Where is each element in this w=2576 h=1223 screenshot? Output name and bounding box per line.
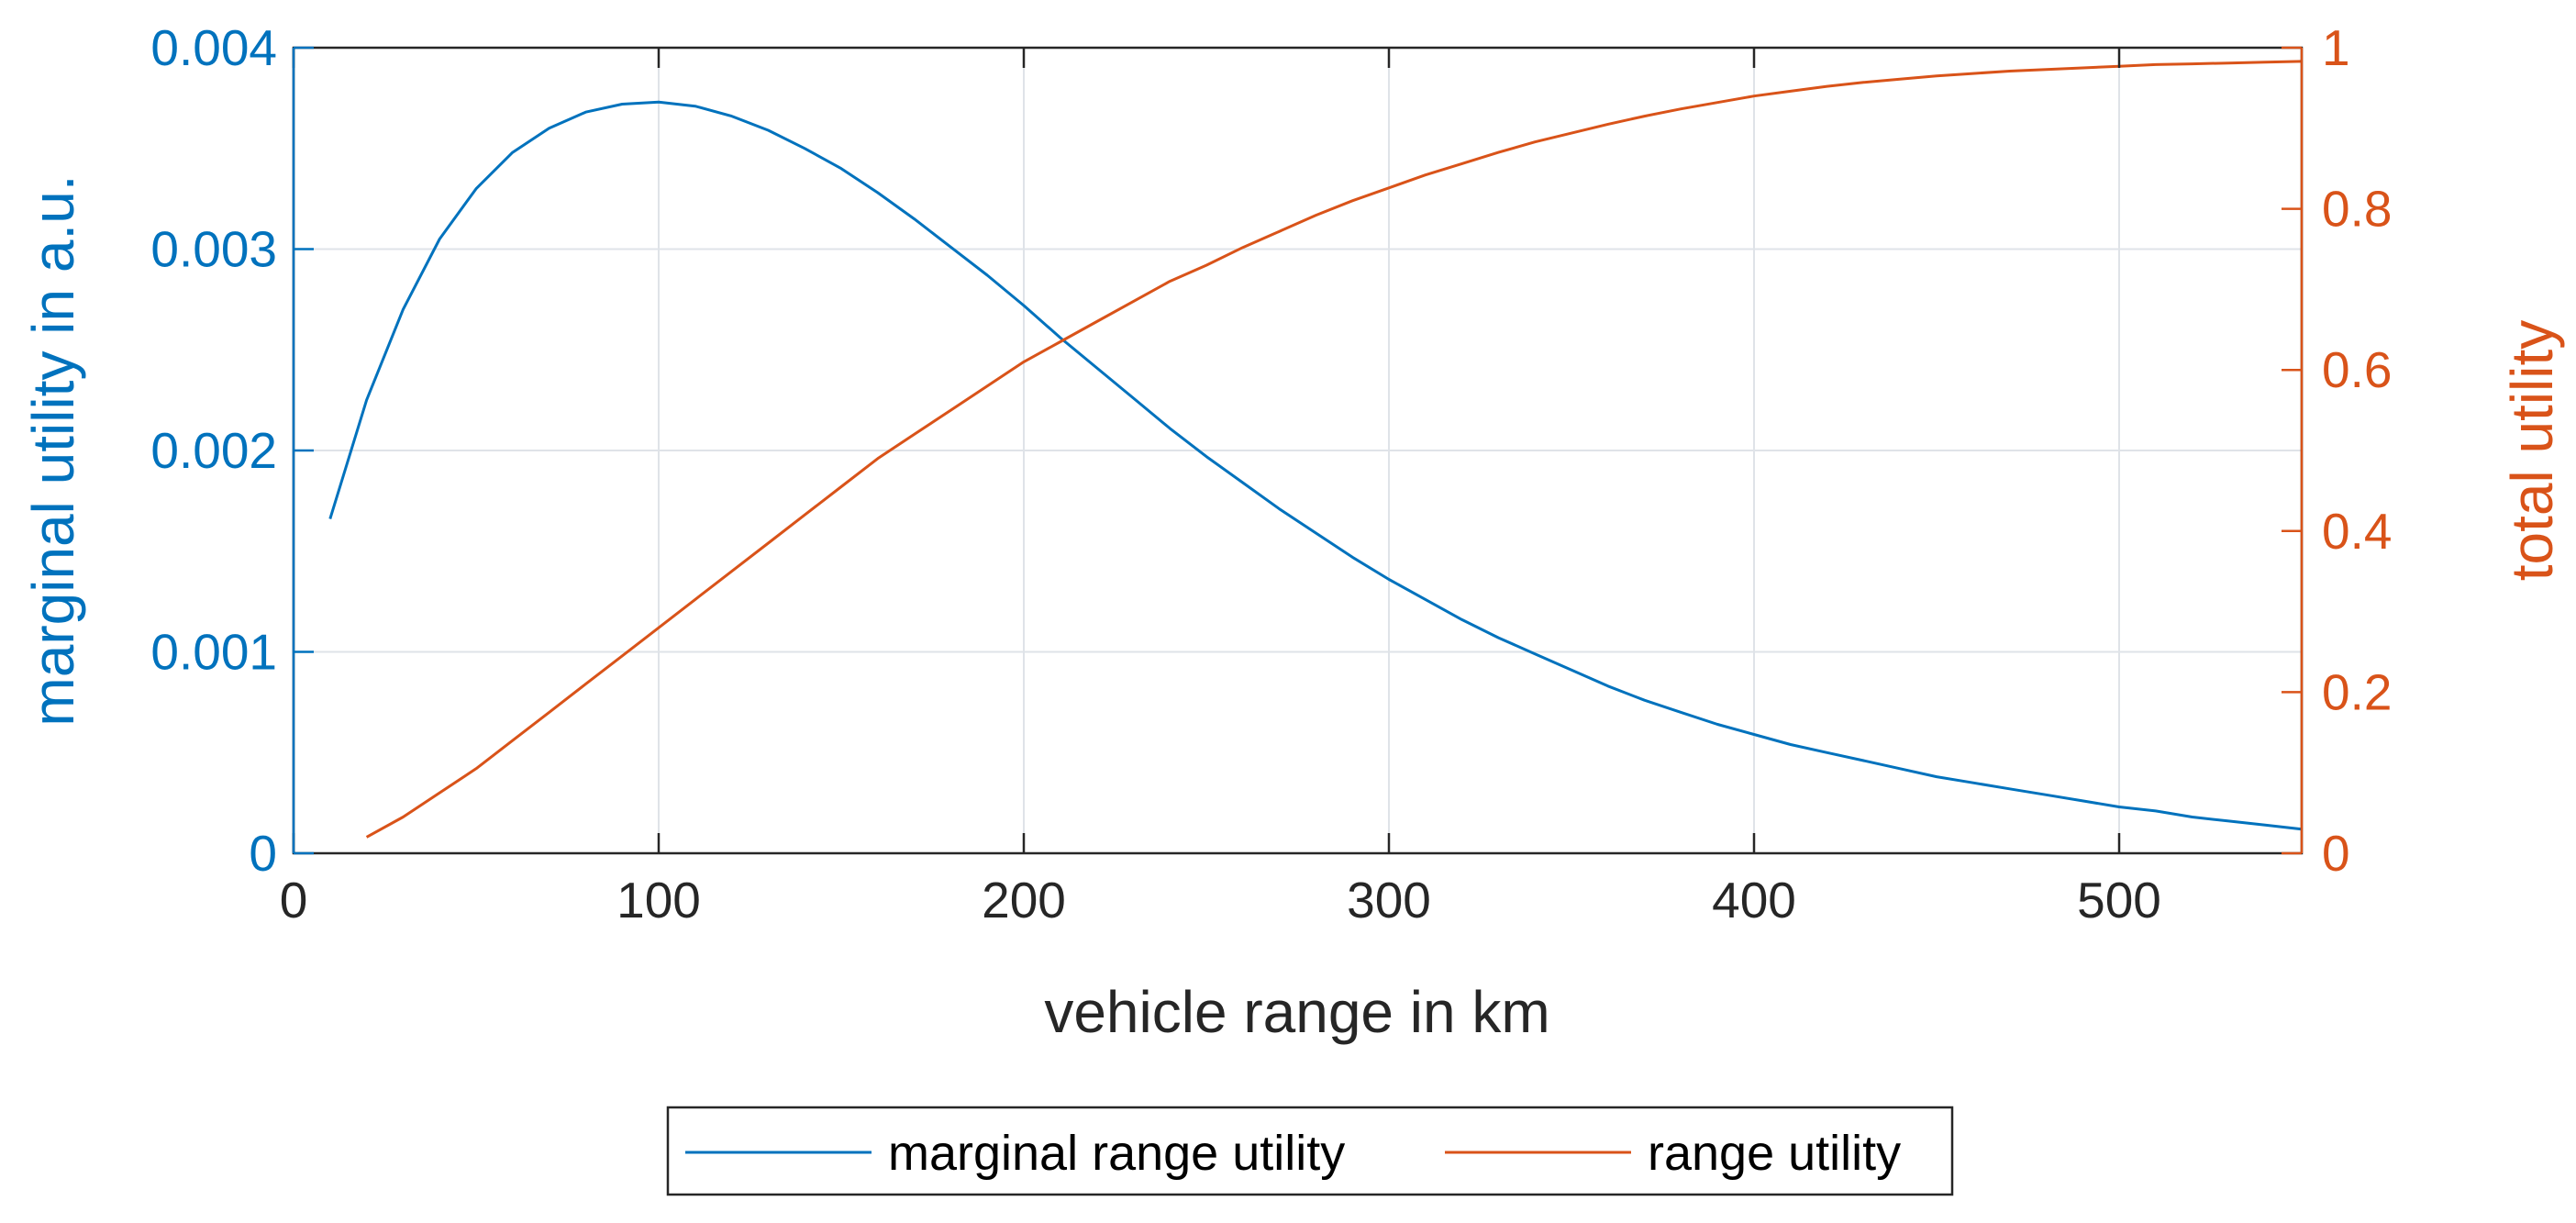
left-y-tick-label: 0 [249,825,277,882]
grid [294,48,2302,853]
left-y-tick-label: 0.001 [150,624,277,681]
x-tick-label: 0 [280,872,308,928]
left-y-tick-label: 0.002 [150,422,277,479]
legend-label-marginal-range-utility: marginal range utility [888,1126,1345,1181]
x-tick-label: 200 [982,872,1066,928]
series-line-range-utility [365,60,2303,839]
left-y-tick-label: 0.004 [150,19,277,76]
legend-box [666,1106,1954,1196]
x-tick-label: 300 [1347,872,1431,928]
axis-ticks: 0 100 200 300 400 500 0 0.001 0.002 0.003 0.004 0 0.… [150,19,2392,928]
legend-label-range-utility: range utility [1648,1126,1901,1181]
right-y-tick-label: 0.4 [2322,503,2392,560]
left-y-tick-label: 0.003 [150,221,277,278]
right-y-axis-label: total utility [2499,320,2565,582]
x-tick-label: 400 [1712,872,1796,928]
right-y-tick-label: 0.8 [2322,181,2392,238]
right-y-tick-label: 1 [2322,19,2350,76]
legend: marginal range utility range utility [666,1106,1954,1196]
series-lines [328,60,2303,839]
series-line-marginal-range-utility [328,100,2303,831]
left-y-axis-label: marginal utility in a.u. [20,174,86,726]
x-tick-label: 100 [616,872,701,928]
right-y-tick-label: 0 [2322,825,2350,882]
right-y-tick-label: 0.2 [2322,663,2392,720]
x-tick-label: 500 [2077,872,2161,928]
x-axis-label: vehicle range in km [1044,979,1549,1045]
right-y-tick-label: 0.6 [2322,341,2392,398]
